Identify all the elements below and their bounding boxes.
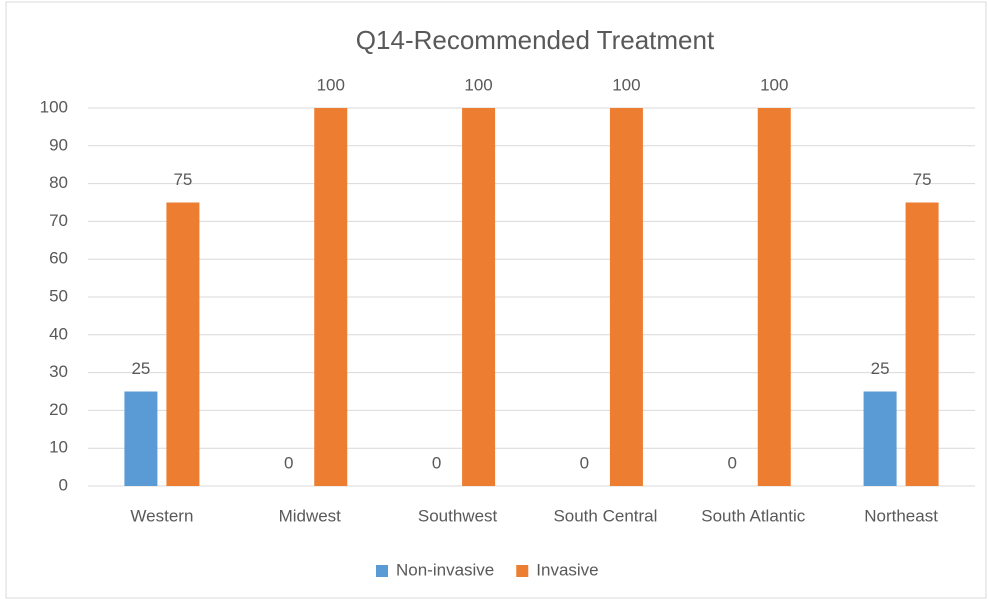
y-tick-label: 40 xyxy=(49,324,68,343)
y-tick-label: 30 xyxy=(49,362,68,381)
data-label: 100 xyxy=(464,75,492,94)
legend-label: Invasive xyxy=(536,560,598,579)
x-tick-label: South Central xyxy=(553,506,657,525)
data-label: 0 xyxy=(580,453,589,472)
x-tick-label: Northeast xyxy=(864,506,938,525)
y-tick-label: 60 xyxy=(49,249,68,268)
x-tick-label: South Atlantic xyxy=(701,506,805,525)
bar xyxy=(905,202,939,486)
data-label: 75 xyxy=(173,170,192,189)
chart-title: Q14-Recommended Treatment xyxy=(356,25,715,55)
legend-label: Non-invasive xyxy=(396,560,494,579)
x-tick-label: Midwest xyxy=(279,506,342,525)
x-tick-label: Western xyxy=(130,506,193,525)
data-label: 100 xyxy=(760,75,788,94)
y-tick-label: 70 xyxy=(49,211,68,230)
y-tick-label: 10 xyxy=(49,438,68,457)
data-label: 100 xyxy=(612,75,640,94)
data-label: 0 xyxy=(432,453,441,472)
data-label: 100 xyxy=(317,75,345,94)
y-tick-label: 50 xyxy=(49,286,68,305)
data-label: 75 xyxy=(913,170,932,189)
y-tick-label: 0 xyxy=(59,475,68,494)
bar xyxy=(863,391,897,486)
x-tick-label: Southwest xyxy=(418,506,498,525)
bar xyxy=(124,391,158,486)
bar xyxy=(166,202,200,486)
y-tick-label: 80 xyxy=(49,173,68,192)
data-label: 0 xyxy=(284,453,293,472)
bar xyxy=(314,108,348,486)
legend-swatch xyxy=(516,565,529,577)
y-tick-label: 100 xyxy=(40,97,68,116)
bar xyxy=(757,108,791,486)
data-label: 25 xyxy=(131,359,150,378)
y-tick-label: 90 xyxy=(49,135,68,154)
bar xyxy=(462,108,496,486)
data-label: 25 xyxy=(871,359,890,378)
legend-swatch xyxy=(376,565,388,577)
data-label: 0 xyxy=(728,453,737,472)
bar xyxy=(609,108,643,486)
y-tick-label: 20 xyxy=(49,400,68,419)
